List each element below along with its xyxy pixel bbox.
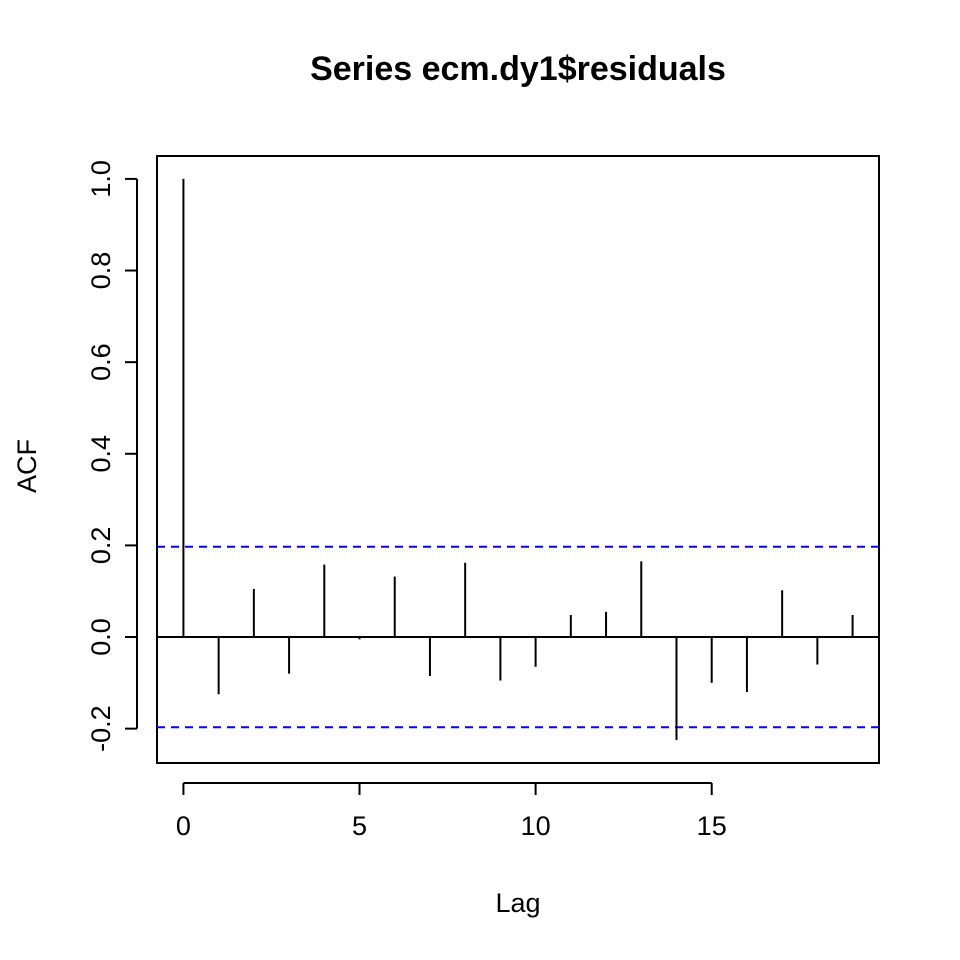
y-tick-label: 0.2 xyxy=(86,527,116,565)
y-axis-label: ACF xyxy=(12,439,42,493)
x-axis: 0 5 10 15 xyxy=(176,782,727,841)
y-axis: -0.2 0.0 0.2 0.4 0.6 0.8 1.0 xyxy=(86,160,138,752)
y-tick-label: 0.0 xyxy=(86,618,116,656)
chart-title: Series ecm.dy1$residuals xyxy=(310,50,726,88)
x-tick-label: 0 xyxy=(176,811,191,841)
y-tick-label: -0.2 xyxy=(86,705,116,752)
plot-frame xyxy=(156,155,880,764)
y-tick-label: 0.6 xyxy=(86,343,116,381)
acf-bars xyxy=(182,178,854,741)
x-tick-label: 15 xyxy=(697,811,727,841)
y-tick-label: 0.8 xyxy=(86,252,116,290)
y-tick-label: 0.4 xyxy=(86,435,116,473)
x-axis-label: Lag xyxy=(495,888,540,918)
y-tick-label: 1.0 xyxy=(86,160,116,198)
x-tick-label: 10 xyxy=(521,811,551,841)
x-tick-label: 5 xyxy=(352,811,367,841)
